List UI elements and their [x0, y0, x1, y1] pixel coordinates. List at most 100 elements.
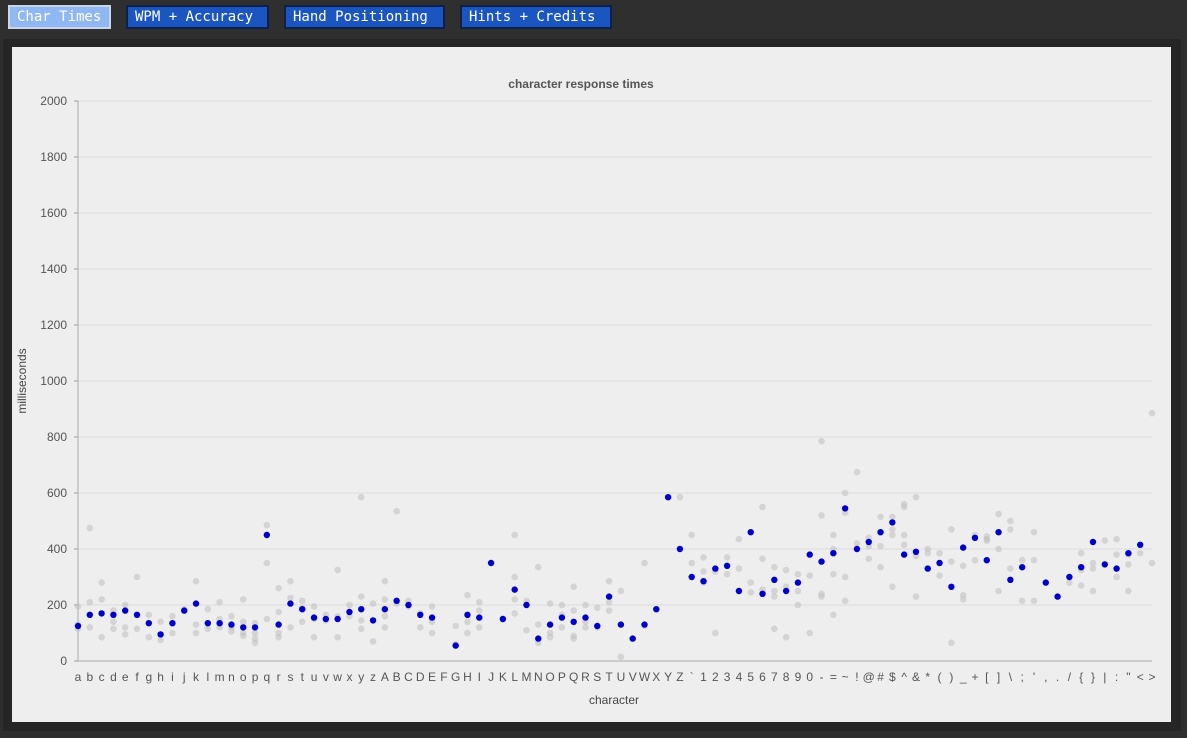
x-tick-label: S [593, 670, 601, 684]
sample-point [1018, 597, 1026, 605]
x-tick-label: + [971, 670, 978, 684]
mean-point [889, 519, 896, 526]
sample-point [877, 563, 884, 571]
mean-point [853, 545, 861, 553]
sample-point [1089, 559, 1097, 567]
x-tick-label: Q [569, 670, 578, 684]
sample-point [570, 583, 577, 591]
x-tick-label: _ [959, 670, 967, 684]
sample-point [1030, 597, 1038, 605]
sample-point [357, 617, 365, 624]
x-tick-label: E [428, 670, 436, 684]
sample-point [133, 625, 141, 633]
mean-point [676, 545, 684, 553]
sample-point [723, 554, 731, 561]
x-tick-label: i [171, 670, 174, 684]
x-tick-label: n [228, 670, 235, 684]
x-tick-label: * [925, 670, 930, 684]
x-tick-label: G [451, 670, 460, 684]
mean-point [865, 538, 872, 546]
sample-point [334, 633, 341, 641]
mean-point [1007, 576, 1014, 583]
x-tick-label: K [499, 670, 507, 684]
x-tick-label: d [110, 670, 117, 684]
x-tick-label: 6 [759, 670, 766, 684]
mean-point [688, 573, 695, 581]
mean-point [818, 558, 825, 565]
x-tick-label: W [639, 670, 651, 684]
x-tick-label: b [86, 670, 93, 684]
sample-point [700, 554, 707, 561]
x-tick-label: 8 [783, 670, 790, 684]
sample-point [782, 633, 790, 641]
x-tick-label: m [215, 670, 225, 684]
y-tick-label: 1400 [40, 262, 67, 276]
sample-point [428, 629, 436, 637]
sample-point [959, 596, 967, 603]
x-tick-label: f [135, 670, 139, 684]
sample-point [1125, 587, 1132, 595]
sample-point [806, 629, 814, 637]
sample-point [676, 493, 684, 501]
mean-point [487, 559, 495, 567]
sample-point [853, 468, 861, 476]
sample-point [889, 583, 896, 591]
sample-point [900, 541, 908, 549]
sample-point [1113, 535, 1120, 543]
sample-point [794, 587, 802, 595]
sample-point [192, 629, 200, 637]
sample-point [239, 632, 247, 640]
sample-point [239, 596, 247, 603]
sample-point [239, 618, 247, 626]
x-tick-label: 7 [771, 670, 778, 684]
sample-point [275, 608, 282, 616]
x-tick-label: q [263, 670, 270, 684]
x-tick-label: v [323, 670, 329, 684]
mean-point [641, 621, 648, 628]
sample-point [204, 605, 212, 613]
y-tick-label: 1600 [40, 206, 67, 220]
mean-point [251, 624, 259, 631]
mean-point [346, 608, 353, 616]
sample-point [1007, 517, 1014, 525]
sample-point [228, 628, 235, 635]
sample-point [110, 618, 117, 626]
x-tick-label: $ [889, 670, 896, 684]
sample-point [995, 587, 1002, 595]
tab-hand-positioning[interactable]: Hand Positioning [284, 5, 445, 29]
y-axis-label: milliseconds [15, 348, 29, 413]
sample-point [263, 521, 271, 529]
mean-point [782, 587, 790, 595]
x-tick-label: ' [1033, 670, 1035, 684]
sample-point [1113, 573, 1120, 581]
sample-point [1077, 549, 1085, 557]
mean-point [605, 593, 613, 600]
sample-point [357, 493, 365, 501]
sample-point [841, 597, 849, 605]
mean-point [216, 620, 223, 627]
x-tick-label: 4 [736, 670, 743, 684]
sample-point [310, 603, 318, 610]
sample-point [511, 596, 518, 603]
sample-point [287, 577, 294, 585]
sample-point [865, 555, 873, 563]
tab-wpm-accuracy[interactable]: WPM + Accuracy [126, 5, 269, 29]
mean-point [157, 631, 164, 638]
x-tick-label: - [820, 670, 824, 684]
tab-hints-credits[interactable]: Hints + Credits [460, 5, 612, 29]
mean-point [1089, 538, 1097, 546]
sample-point [735, 535, 743, 543]
tab-char-times[interactable]: Char Times [8, 5, 111, 29]
sample-point [251, 629, 259, 637]
y-tick-label: 200 [47, 598, 67, 612]
mean-point [546, 621, 554, 628]
sample-point [228, 612, 235, 620]
x-tick-label: } [1091, 670, 1095, 684]
mean-point [204, 620, 212, 627]
sample-point [216, 598, 223, 606]
sample-point [157, 618, 164, 626]
sample-point [948, 526, 955, 533]
sample-point [853, 540, 861, 547]
mean-point [558, 614, 566, 621]
